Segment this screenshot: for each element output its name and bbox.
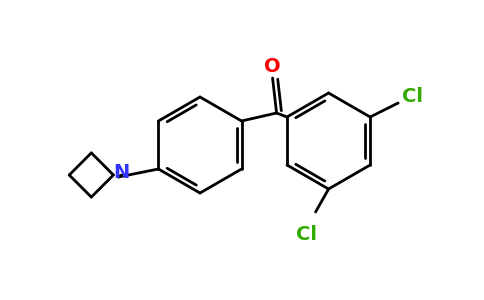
Text: Cl: Cl	[296, 224, 317, 244]
Text: N: N	[113, 164, 130, 182]
Text: O: O	[264, 56, 281, 76]
Text: Cl: Cl	[402, 88, 423, 106]
